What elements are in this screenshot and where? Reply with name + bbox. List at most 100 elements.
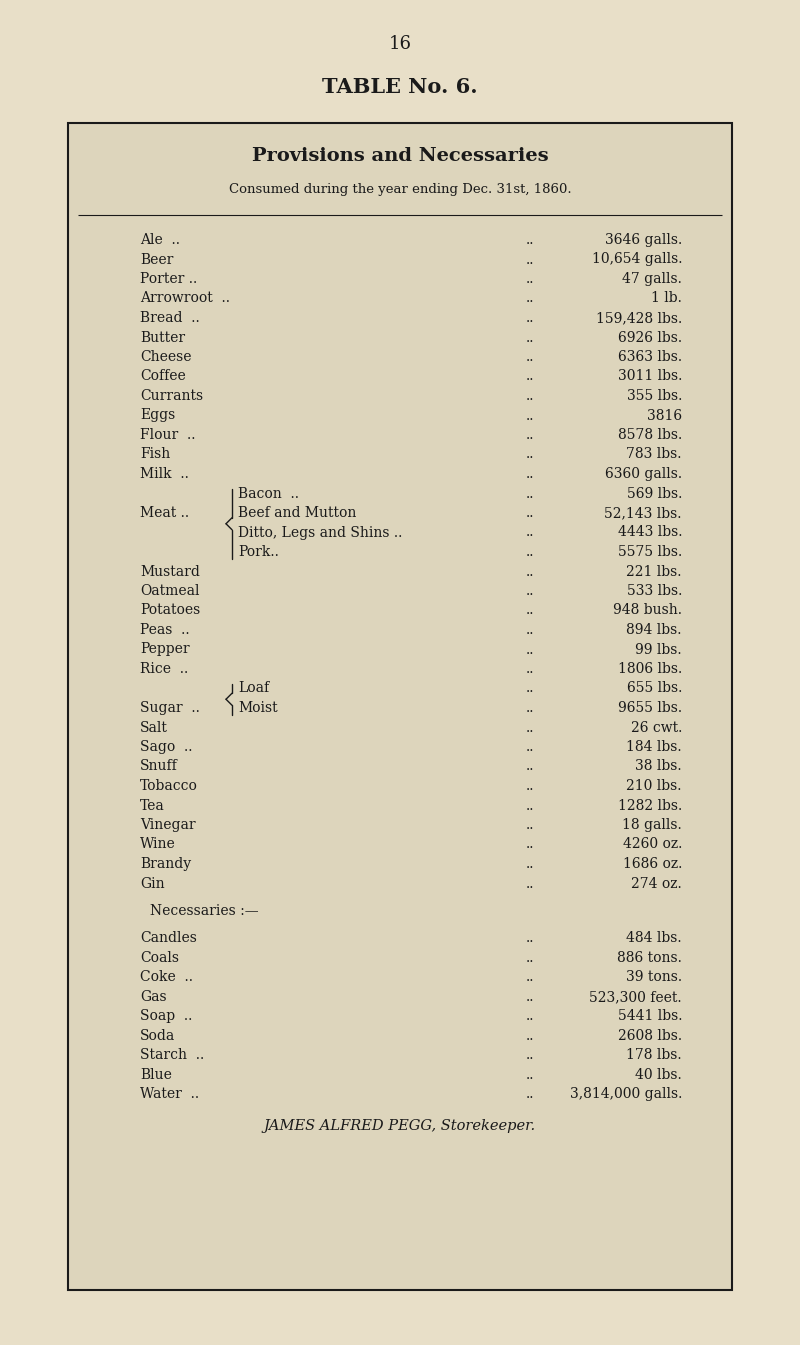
Text: 221 lbs.: 221 lbs. (626, 565, 682, 578)
Text: Moist: Moist (238, 701, 278, 716)
Text: ..: .. (526, 370, 534, 383)
Text: 886 tons.: 886 tons. (617, 951, 682, 964)
Text: ..: .. (526, 428, 534, 443)
Text: Necessaries :—: Necessaries :— (150, 904, 258, 919)
Text: 894 lbs.: 894 lbs. (626, 623, 682, 638)
Text: ..: .. (526, 701, 534, 716)
Text: ..: .. (526, 931, 534, 946)
Text: 18 galls.: 18 galls. (622, 818, 682, 833)
Text: 4260 oz.: 4260 oz. (622, 838, 682, 851)
Text: ..: .. (526, 350, 534, 364)
Text: Salt: Salt (140, 721, 168, 734)
Text: 533 lbs.: 533 lbs. (626, 584, 682, 599)
Text: 484 lbs.: 484 lbs. (626, 931, 682, 946)
Text: ..: .. (526, 990, 534, 1003)
Text: Eggs: Eggs (140, 409, 175, 422)
Text: 184 lbs.: 184 lbs. (626, 740, 682, 755)
Text: ..: .. (526, 253, 534, 266)
Text: Candles: Candles (140, 931, 197, 946)
Text: 52,143 lbs.: 52,143 lbs. (605, 506, 682, 521)
Text: Fish: Fish (140, 448, 170, 461)
Text: Water  ..: Water .. (140, 1087, 199, 1102)
Text: ..: .. (526, 487, 534, 500)
Text: 1686 oz.: 1686 oz. (622, 857, 682, 872)
Text: 6926 lbs.: 6926 lbs. (618, 331, 682, 344)
Text: Vinegar: Vinegar (140, 818, 196, 833)
Text: TABLE No. 6.: TABLE No. 6. (322, 77, 478, 97)
Text: ..: .. (526, 1048, 534, 1063)
Text: ..: .. (526, 389, 534, 404)
Text: Pork..: Pork.. (238, 545, 279, 560)
Text: 569 lbs.: 569 lbs. (626, 487, 682, 500)
Bar (68, 122, 732, 1290)
Text: ..: .. (526, 311, 534, 325)
Text: 4443 lbs.: 4443 lbs. (618, 526, 682, 539)
Text: 16: 16 (389, 35, 411, 52)
Text: Flour  ..: Flour .. (140, 428, 195, 443)
Text: ..: .. (526, 272, 534, 286)
Text: Ditto, Legs and Shins ..: Ditto, Legs and Shins .. (238, 526, 402, 539)
Text: ..: .. (526, 799, 534, 812)
Text: ..: .. (526, 623, 534, 638)
Text: ..: .. (526, 857, 534, 872)
Text: ..: .. (526, 545, 534, 560)
Text: 783 lbs.: 783 lbs. (626, 448, 682, 461)
Text: 3816: 3816 (647, 409, 682, 422)
Text: Sago  ..: Sago .. (140, 740, 193, 755)
Text: Peas  ..: Peas .. (140, 623, 190, 638)
Text: 1282 lbs.: 1282 lbs. (618, 799, 682, 812)
Text: Pepper: Pepper (140, 643, 190, 656)
Text: Provisions and Necessaries: Provisions and Necessaries (252, 147, 548, 165)
Text: 355 lbs.: 355 lbs. (626, 389, 682, 404)
Text: 948 bush.: 948 bush. (613, 604, 682, 617)
Text: ..: .. (526, 760, 534, 773)
Text: 1806 lbs.: 1806 lbs. (618, 662, 682, 677)
Text: ..: .. (526, 409, 534, 422)
Text: 39 tons.: 39 tons. (626, 970, 682, 985)
Text: 6363 lbs.: 6363 lbs. (618, 350, 682, 364)
Text: ..: .. (526, 951, 534, 964)
Text: Wine: Wine (140, 838, 176, 851)
Text: Loaf: Loaf (238, 682, 269, 695)
Text: 1 lb.: 1 lb. (651, 292, 682, 305)
Text: 5441 lbs.: 5441 lbs. (618, 1009, 682, 1024)
Text: ..: .. (526, 721, 534, 734)
Text: Coffee: Coffee (140, 370, 186, 383)
Text: JAMES ALFRED PEGG, Storekeeper.: JAMES ALFRED PEGG, Storekeeper. (264, 1119, 536, 1132)
Text: 47 galls.: 47 galls. (622, 272, 682, 286)
Text: ..: .. (526, 331, 534, 344)
Text: ..: .. (526, 604, 534, 617)
Text: ..: .. (526, 877, 534, 890)
Text: Blue: Blue (140, 1068, 172, 1081)
Text: Sugar  ..: Sugar .. (140, 701, 200, 716)
Text: 210 lbs.: 210 lbs. (626, 779, 682, 794)
Text: Potatoes: Potatoes (140, 604, 200, 617)
Text: Soda: Soda (140, 1029, 175, 1042)
Text: Milk  ..: Milk .. (140, 467, 189, 482)
Text: ..: .. (526, 1068, 534, 1081)
Text: 274 oz.: 274 oz. (631, 877, 682, 890)
Text: ..: .. (526, 526, 534, 539)
Text: Meat ..: Meat .. (140, 506, 189, 521)
Text: Snuff: Snuff (140, 760, 178, 773)
Text: Ale  ..: Ale .. (140, 233, 180, 247)
Text: 178 lbs.: 178 lbs. (626, 1048, 682, 1063)
Text: 26 cwt.: 26 cwt. (630, 721, 682, 734)
Text: 6360 galls.: 6360 galls. (605, 467, 682, 482)
Text: Soap  ..: Soap .. (140, 1009, 192, 1024)
Text: Rice  ..: Rice .. (140, 662, 188, 677)
Text: ..: .. (526, 838, 534, 851)
Text: 159,428 lbs.: 159,428 lbs. (596, 311, 682, 325)
Text: Tobacco: Tobacco (140, 779, 198, 794)
Text: Brandy: Brandy (140, 857, 191, 872)
Text: Starch  ..: Starch .. (140, 1048, 204, 1063)
Text: 3011 lbs.: 3011 lbs. (618, 370, 682, 383)
Text: Mustard: Mustard (140, 565, 200, 578)
Text: 38 lbs.: 38 lbs. (635, 760, 682, 773)
Text: 3,814,000 galls.: 3,814,000 galls. (570, 1087, 682, 1102)
Text: Arrowroot  ..: Arrowroot .. (140, 292, 230, 305)
Text: ..: .. (526, 506, 534, 521)
Text: ..: .. (526, 233, 534, 247)
Text: ..: .. (526, 643, 534, 656)
Text: 2608 lbs.: 2608 lbs. (618, 1029, 682, 1042)
